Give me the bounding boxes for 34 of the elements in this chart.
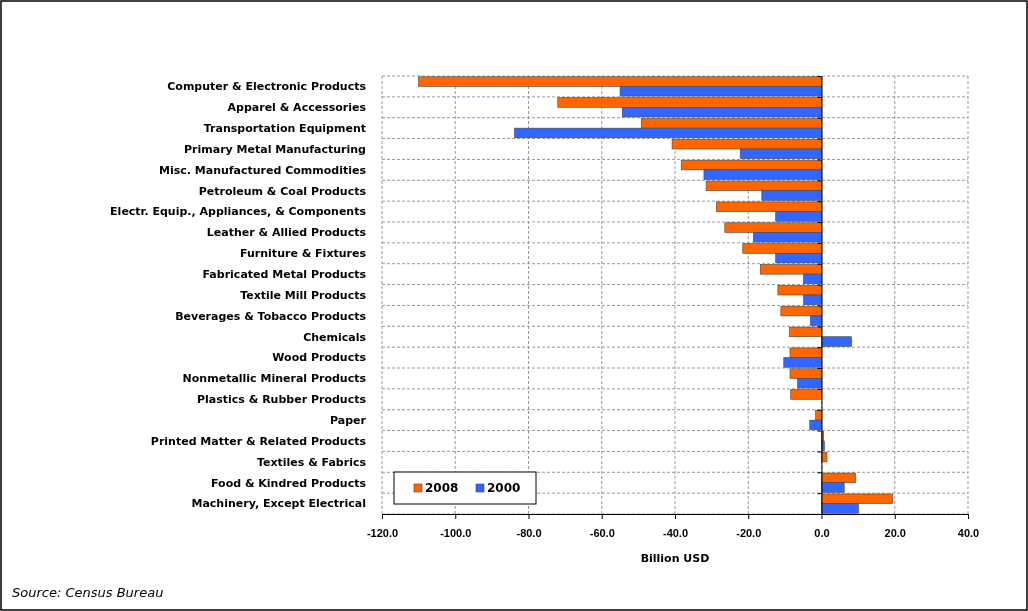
x-tick-label: -100.0 [440,527,472,540]
x-tick-label: -20.0 [736,527,762,540]
y-tick-label: Furniture & Fixtures [240,247,367,261]
y-tick-label: Leather & Allied Products [206,226,367,240]
source-note: Source: Census Bureau [12,585,164,600]
y-tick-label: Printed Matter & Related Products [150,434,367,448]
x-tick-label: 0.0 [814,527,830,540]
y-tick-label: Textile Mill Products [240,288,367,302]
x-tick-label: 20.0 [884,527,906,540]
y-tick-label: Food & Kindred Products [211,476,367,490]
x-tick-label: 40.0 [957,527,980,540]
y-tick-label: Textiles & Fabrics [256,455,367,469]
x-tick-label: -80.0 [516,527,542,540]
legend-label: 2000 [487,481,521,495]
y-tick-label: Computer & Electronic Products [167,80,367,94]
y-tick-label: Transportation Equipment [203,121,366,135]
y-tick-label: Nonmetallic Mineral Products [182,372,367,386]
x-axis-title: Billion USD [640,552,710,565]
y-tick-label: Primary Metal Manufacturing [183,142,366,156]
y-tick-label: Petroleum & Coal Products [198,184,367,198]
y-tick-label: Misc. Manufactured Commodities [158,163,367,177]
x-tick-label: -60.0 [589,527,615,540]
y-tick-label: Plastics & Rubber Products [197,393,367,407]
y-tick-label: Electr. Equip., Appliances, & Components [110,205,367,219]
y-tick-label: Beverages & Tobacco Products [175,309,367,323]
y-tick-label: Machinery, Except Electrical [191,497,366,511]
y-tick-label: Fabricated Metal Products [202,267,367,281]
y-tick-label: Apparel & Accessories [227,101,367,115]
y-tick-label: Wood Products [272,351,367,365]
legend-label: 2008 [425,481,459,495]
x-tick-label: -120.0 [366,527,399,540]
y-tick-label: Chemicals [303,330,367,344]
y-tick-label: Paper [330,413,367,427]
x-tick-label: -40.0 [662,527,689,540]
